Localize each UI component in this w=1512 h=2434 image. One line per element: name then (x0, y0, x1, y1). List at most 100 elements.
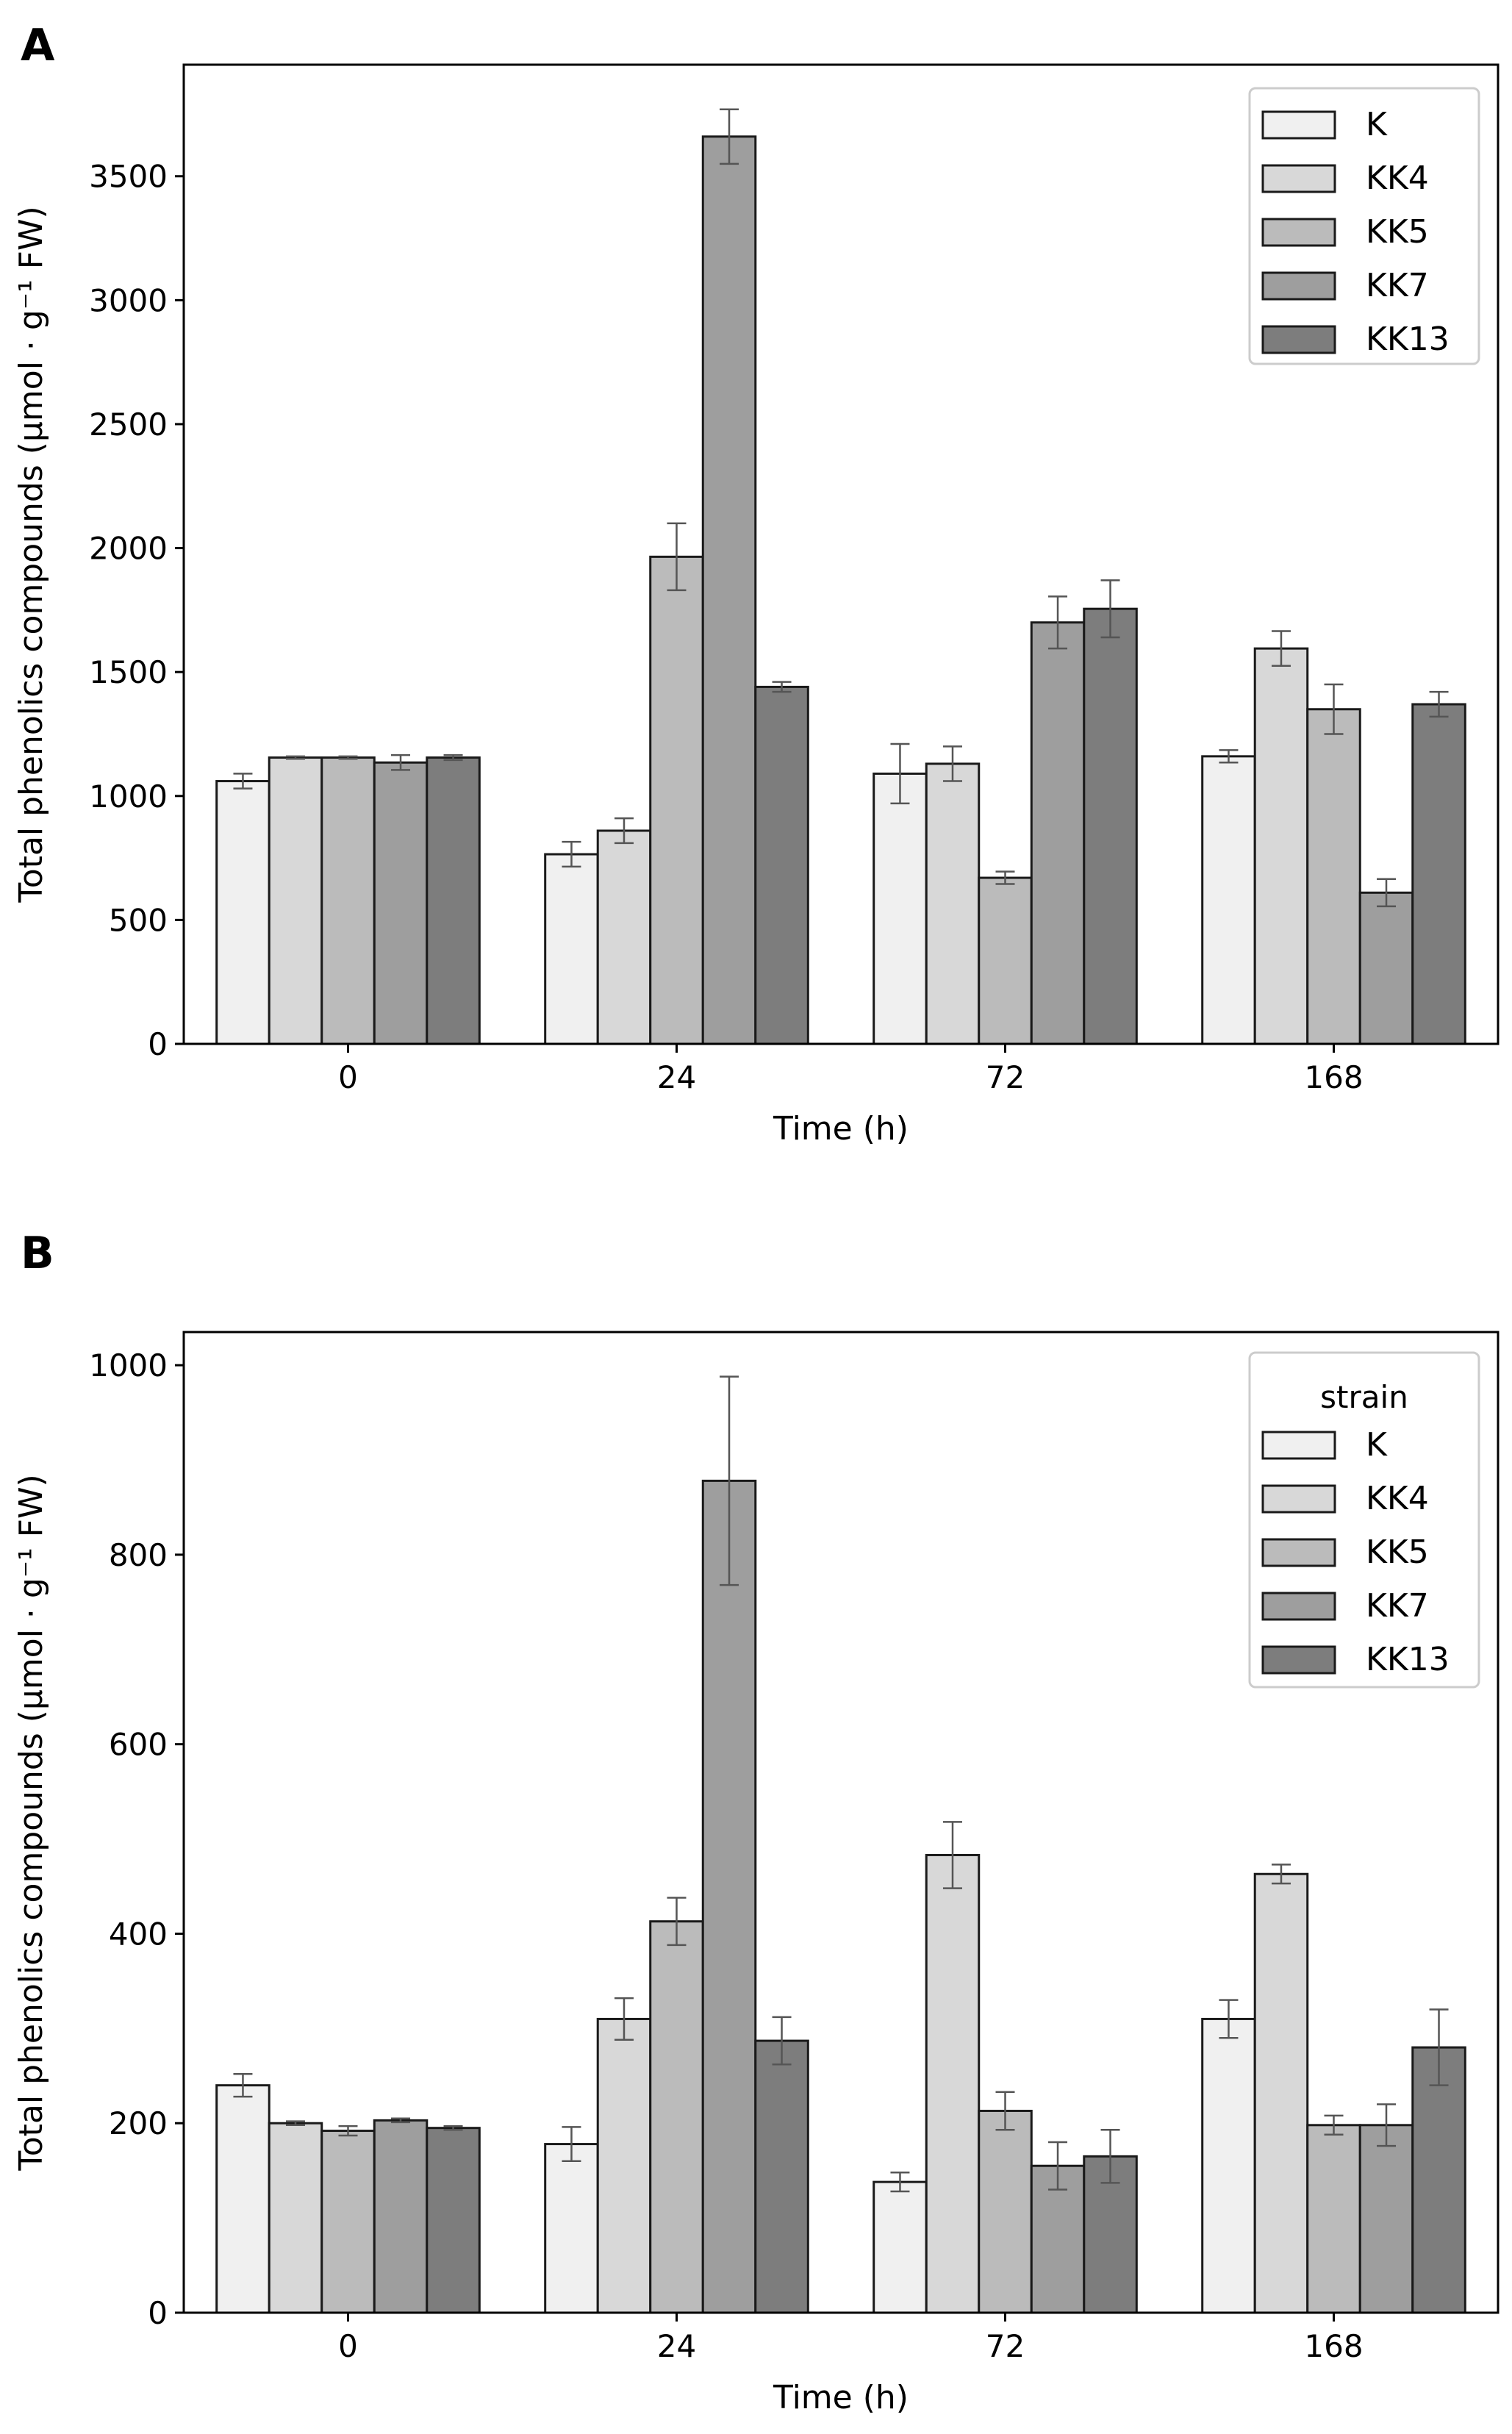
error-bar-KK5-72 (995, 870, 1015, 885)
error-bar-KK5-24 (667, 522, 687, 592)
legend-swatch-KK7 (1261, 271, 1336, 301)
error-bar-KK4-0 (285, 755, 305, 760)
error-bar-KK13-0 (443, 2125, 463, 2131)
error-bar-KK7-0 (391, 754, 411, 771)
bar-K-24 (544, 853, 599, 1045)
legend-swatch-KK4 (1261, 164, 1336, 193)
error-bar-KK5-72 (995, 2091, 1015, 2131)
bar-KK13-0 (426, 2127, 481, 2314)
bar-KK7-72 (1030, 621, 1086, 1045)
legend-swatch-K (1261, 110, 1336, 140)
bar-KK5-24 (649, 555, 704, 1045)
axes-frame (182, 1331, 1500, 2314)
y-axis-label: Total phenolics compounds (µmol · g⁻¹ FW… (12, 1474, 50, 2171)
x-tick-label: 24 (657, 2328, 696, 2364)
error-bar-K-72 (890, 742, 910, 805)
legend-swatch-K (1261, 1431, 1336, 1460)
error-bar-K-72 (890, 2171, 910, 2193)
series-KK4 (268, 630, 1309, 1045)
series-KK5 (320, 522, 1361, 1045)
error-bar-KK4-72 (942, 745, 962, 782)
bar-KK5-0 (320, 2130, 376, 2314)
legend-label-KK7: KK7 (1366, 1587, 1429, 1625)
x-tick-label: 72 (986, 2328, 1025, 2364)
bar-KK4-24 (596, 2017, 652, 2314)
legend-label-KK4: KK4 (1366, 160, 1429, 197)
y-tick-label: 400 (109, 1916, 168, 1952)
legend-label-KK5: KK5 (1366, 213, 1429, 251)
y-tick-label: 0 (148, 1026, 168, 1062)
bar-KK5-24 (649, 1920, 704, 2314)
error-bar-KK13-24 (772, 2016, 792, 2066)
bar-KK5-72 (978, 876, 1033, 1045)
error-bar-K-24 (562, 840, 581, 868)
error-bar-KK5-0 (338, 755, 358, 760)
y-tick-label: 800 (109, 1537, 168, 1573)
x-tick-label: 168 (1304, 1059, 1363, 1095)
y-tick-label: 0 (148, 2295, 168, 2331)
error-bar-KK5-24 (667, 1897, 687, 1947)
error-bar-KK7-0 (391, 2117, 411, 2124)
bar-K-168 (1201, 755, 1256, 1045)
bar-KK13-24 (754, 685, 809, 1045)
legend-swatch-KK7 (1261, 1592, 1336, 1621)
error-bar-K-0 (233, 773, 253, 790)
legend-label-KK13: KK13 (1366, 321, 1450, 358)
panel-label: B (21, 1228, 54, 1279)
legend-swatch-KK5 (1261, 218, 1336, 247)
error-bar-KK5-168 (1324, 2114, 1344, 2136)
legend-label-KK7: KK7 (1366, 267, 1429, 304)
y-tick-label: 1000 (89, 1347, 168, 1384)
bar-KK5-0 (320, 756, 376, 1045)
legend-label-K: K (1366, 106, 1388, 143)
bar-KK4-168 (1253, 647, 1309, 1045)
error-bar-KK5-168 (1324, 683, 1344, 735)
y-axis-label: Total phenolics compounds (µmol · g⁻¹ FW… (12, 206, 50, 903)
legend-swatch-KK13 (1261, 325, 1336, 354)
legend-title: strain (1320, 1379, 1408, 1415)
chart-panel-A: A 0 500 1000 1500 2000 2500 3000 3500 0 24 72 168 Tim… (12, 20, 1500, 1148)
bar-K-0 (215, 780, 270, 1045)
y-tick-label: 600 (109, 1727, 168, 1763)
error-bar-K-0 (233, 2072, 253, 2098)
series-K (215, 1999, 1256, 2314)
bar-KK7-168 (1358, 2124, 1414, 2314)
legend-swatch-KK4 (1261, 1484, 1336, 1514)
series-KK4 (268, 1821, 1309, 2314)
y-tick-label: 500 (109, 902, 168, 938)
error-bar-KK13-0 (443, 754, 463, 762)
error-bar-KK13-72 (1100, 2128, 1120, 2184)
bar-KK4-168 (1253, 1872, 1309, 2314)
x-tick-label: 0 (338, 1059, 358, 1095)
series-K (215, 742, 1256, 1045)
error-bar-KK4-72 (942, 1821, 962, 1889)
series-KK7 (373, 108, 1414, 1045)
error-bar-KK13-168 (1429, 2008, 1449, 2086)
bar-KK7-24 (701, 135, 757, 1045)
error-bar-KK4-168 (1271, 630, 1291, 667)
error-bar-KK7-168 (1377, 2103, 1397, 2147)
error-bar-K-168 (1219, 749, 1239, 764)
axes-frame (182, 63, 1500, 1045)
bar-KK4-0 (268, 2122, 323, 2314)
error-bar-KK4-24 (614, 1997, 634, 2041)
error-bar-KK5-0 (338, 2125, 358, 2137)
bar-KK13-0 (426, 756, 481, 1045)
x-tick-label: 168 (1304, 2328, 1363, 2364)
bar-KK13-24 (754, 2039, 809, 2314)
x-axis-label: Time (h) (773, 1110, 909, 1148)
y-tick-label: 3500 (89, 159, 168, 195)
bar-KK7-24 (701, 1479, 757, 2314)
bar-KK4-24 (596, 829, 652, 1045)
bar-K-24 (544, 2143, 599, 2314)
bar-KK7-168 (1358, 891, 1414, 1045)
series-KK13 (426, 2008, 1466, 2314)
legend-swatch-KK5 (1261, 1538, 1336, 1567)
bar-K-0 (215, 2084, 270, 2314)
error-bar-KK7-72 (1048, 2141, 1068, 2191)
x-tick-label: 0 (338, 2328, 358, 2364)
error-bar-K-24 (562, 2126, 581, 2163)
error-bar-KK4-0 (285, 2120, 305, 2127)
error-bar-KK13-168 (1429, 690, 1449, 718)
